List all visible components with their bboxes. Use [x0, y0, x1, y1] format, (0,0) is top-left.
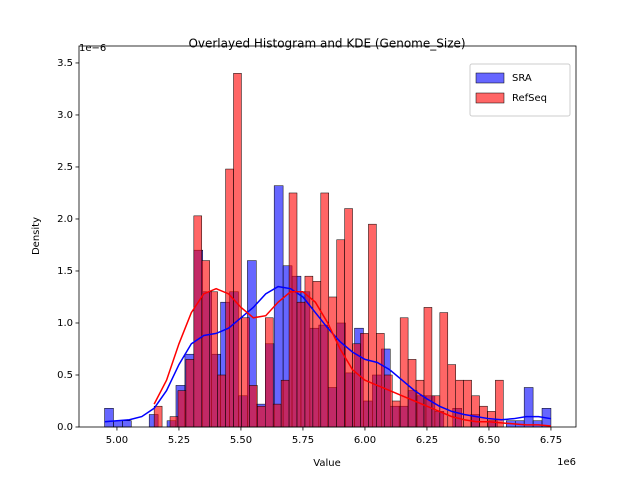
y-tick-label: 0.5: [57, 370, 73, 381]
histogram-bar: [384, 374, 393, 428]
y-tick-label: 0.0: [57, 422, 73, 433]
y-tick-label: 3.0: [57, 110, 73, 121]
histogram-bar: [407, 359, 417, 428]
x-tick-label: 6.50: [478, 435, 500, 446]
histogram-bar: [328, 296, 337, 428]
legend-label: SRA: [512, 73, 532, 84]
legend-swatch: [475, 92, 505, 104]
y-tick-label: 3.5: [57, 58, 73, 69]
histogram-bar: [336, 239, 345, 428]
histogram-bar: [153, 405, 163, 428]
histogram-bar: [391, 400, 401, 428]
y-tick-label: 1.0: [57, 318, 73, 329]
histogram-bar: [376, 333, 385, 428]
y-tick-label: 2.0: [57, 214, 73, 225]
y-tick-label: 1.5: [57, 266, 73, 277]
histogram-bar: [423, 307, 433, 428]
histogram-bar: [122, 420, 132, 428]
plot-frame: [78, 45, 577, 428]
histogram-bar: [288, 192, 298, 428]
x-tick-label: 5.25: [168, 435, 190, 446]
histogram-bar: [296, 301, 306, 428]
histogram-bar: [177, 390, 187, 428]
y-offset-label: 1e−6: [79, 43, 106, 54]
x-tick-label: 5.50: [230, 435, 252, 446]
histogram-bar: [344, 208, 353, 428]
histogram-bar: [104, 408, 114, 428]
legend-swatch: [475, 72, 505, 84]
histogram-bar: [257, 405, 266, 428]
histogram-bar: [201, 260, 210, 428]
histogram-bar: [280, 379, 290, 428]
histogram-bar: [532, 420, 543, 428]
histogram-bar: [217, 374, 226, 428]
histogram-bar: [320, 192, 329, 428]
histogram-bar: [272, 403, 282, 428]
histogram-bar: [241, 317, 250, 428]
x-axis-label: Value: [313, 458, 340, 469]
x-tick-label: 5.75: [292, 435, 314, 446]
x-offset-label: 1e6: [557, 457, 576, 468]
histogram-bar: [233, 73, 242, 428]
histogram-bar: [209, 291, 218, 428]
histogram-bar: [399, 317, 409, 428]
histogram-bar: [169, 416, 179, 428]
histogram-bar: [113, 420, 123, 428]
chart-title: Overlayed Histogram and KDE (Genome_Size…: [188, 37, 465, 51]
kde-line: [104, 285, 552, 423]
histogram-bar: [249, 385, 258, 428]
histogram-bar: [265, 317, 274, 428]
legend-box: [469, 63, 571, 117]
x-tick-label: 6.25: [416, 435, 438, 446]
y-tick-label: 2.5: [57, 162, 73, 173]
histogram-bar: [193, 215, 203, 428]
x-tick-label: 5.00: [106, 435, 128, 446]
histogram-bar: [185, 359, 195, 428]
kde-line: [153, 287, 552, 427]
x-tick-label: 6.00: [354, 435, 376, 446]
legend-label: RefSeq: [512, 93, 547, 104]
histogram-bar: [368, 223, 377, 428]
y-axis-label: Density: [31, 217, 42, 255]
histogram-bar: [523, 387, 534, 428]
x-tick-label: 6.75: [540, 435, 562, 446]
